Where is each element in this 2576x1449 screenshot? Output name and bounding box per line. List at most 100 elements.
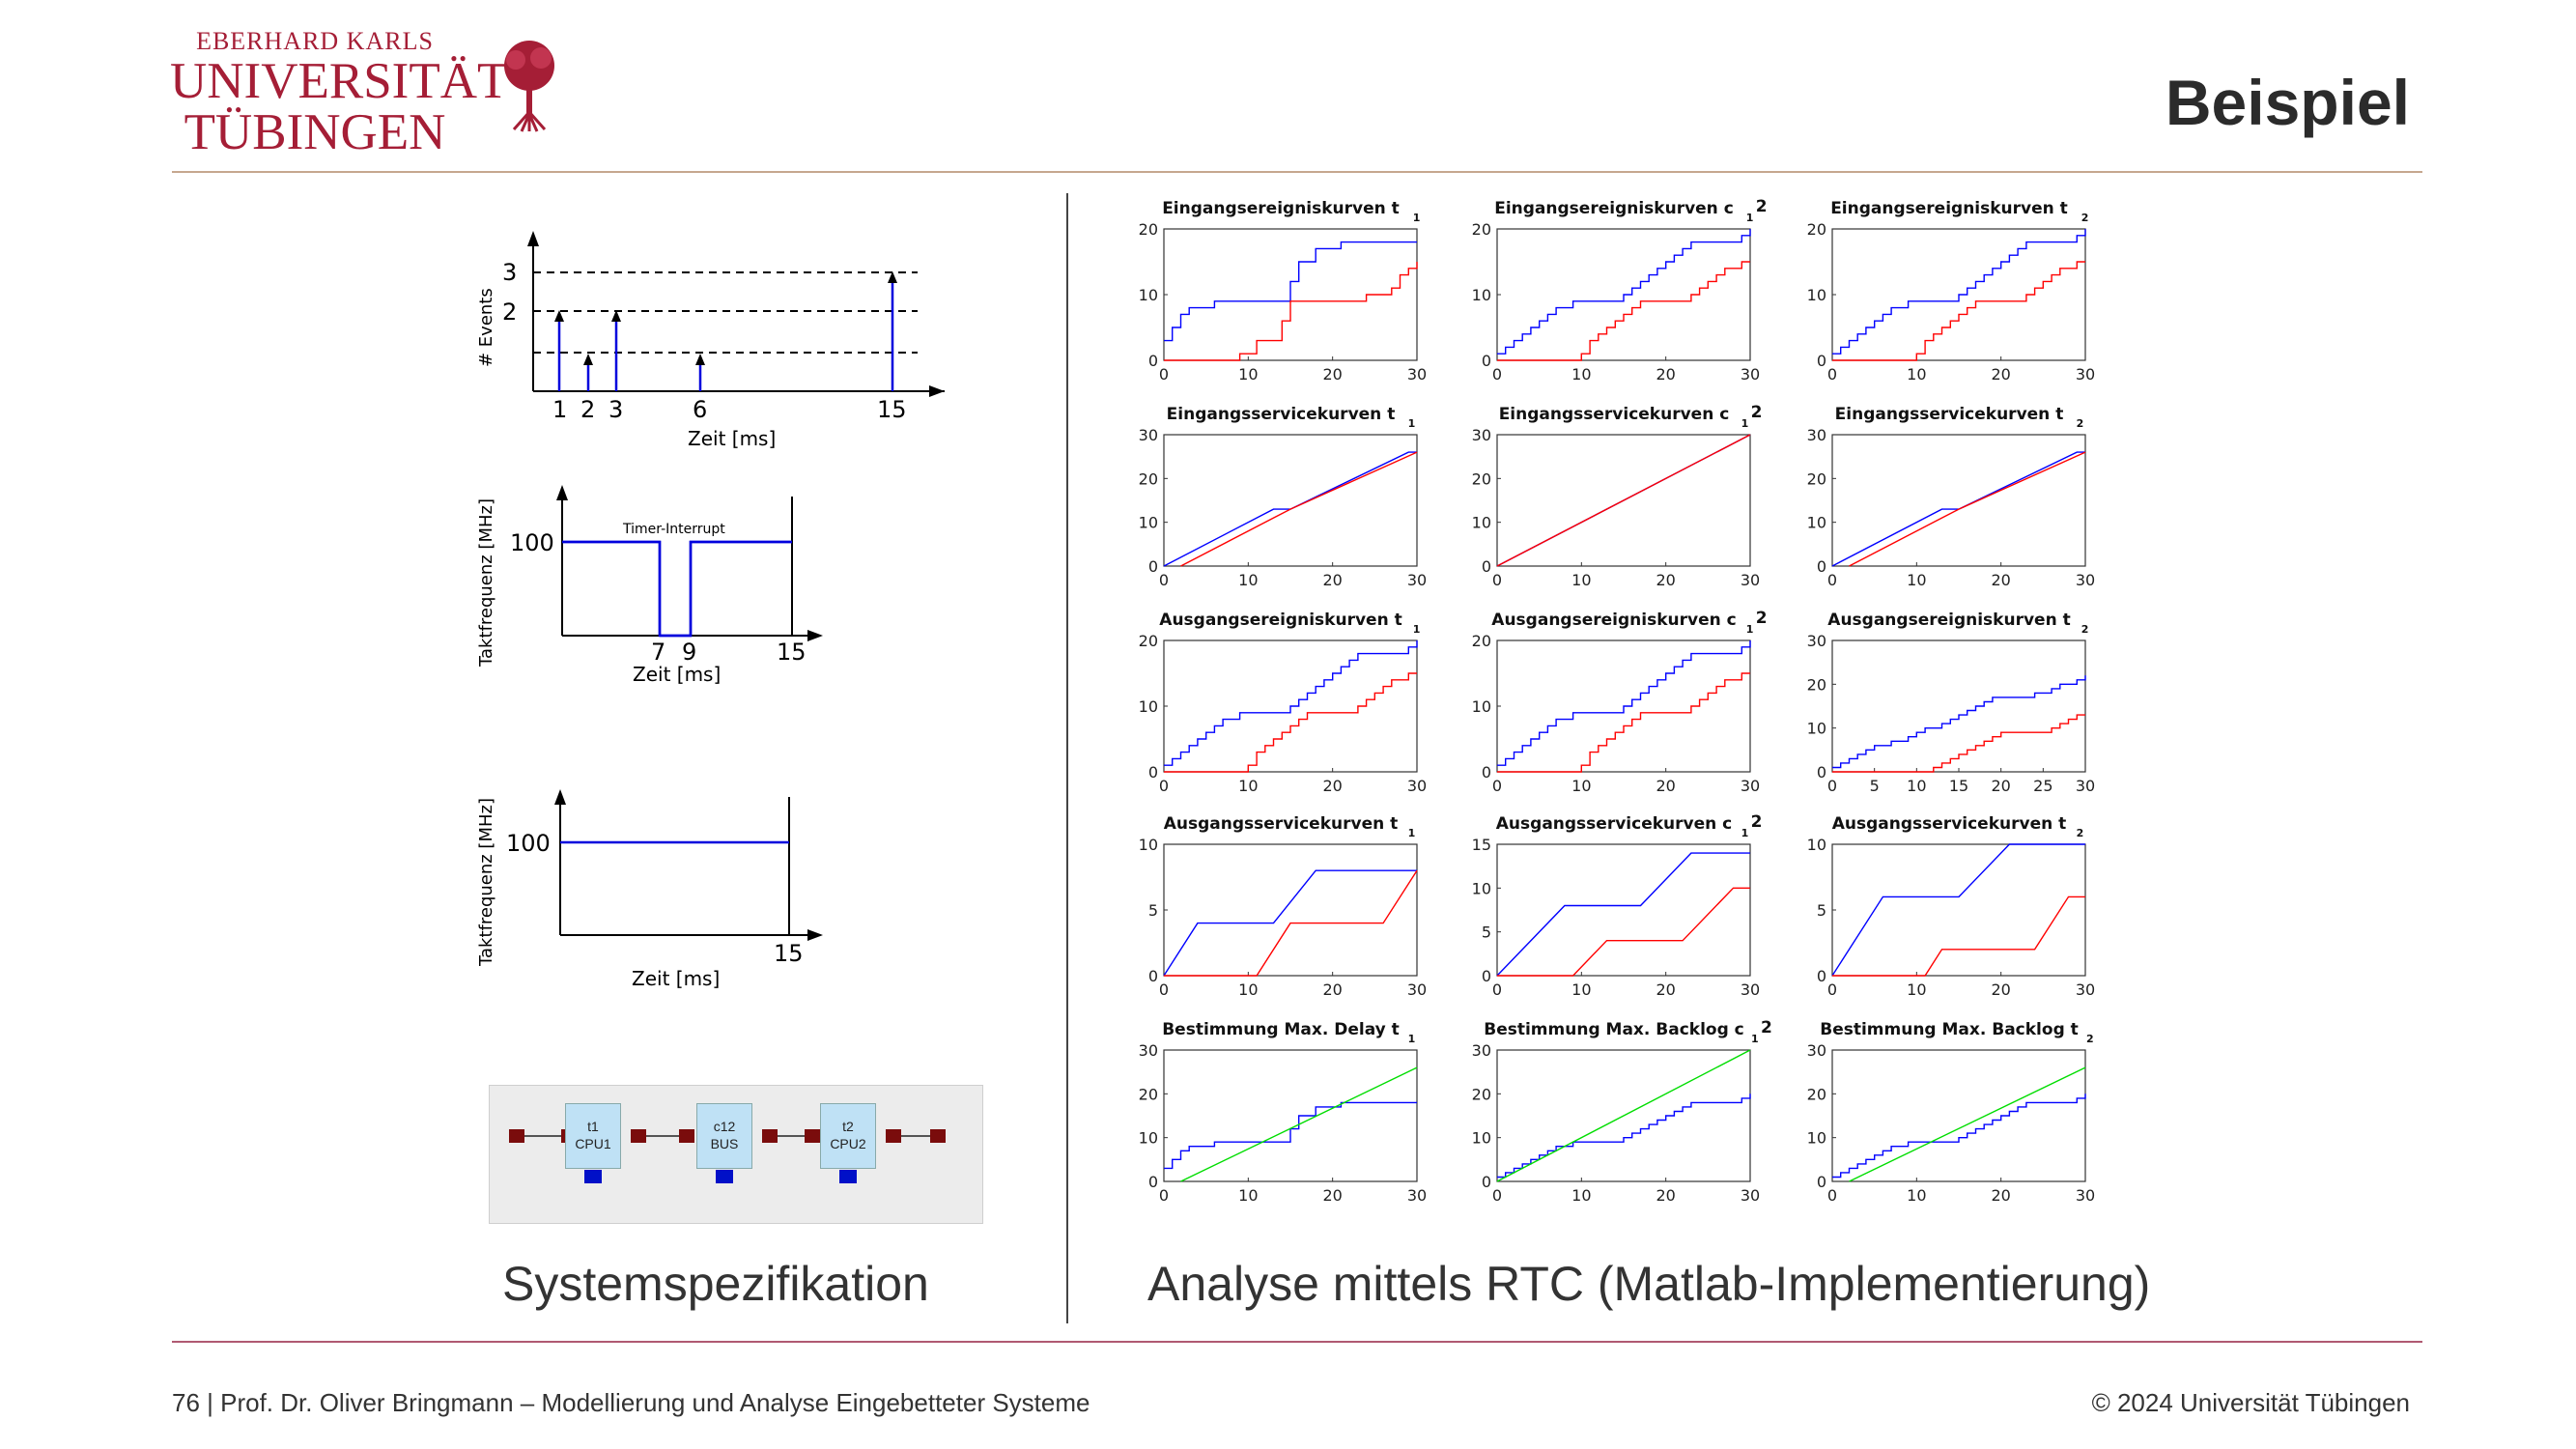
chart-title: Bestimmung Max. Backlog c: [1484, 1020, 1744, 1039]
university-tree-logo-icon: [504, 41, 554, 132]
curve-red: [1832, 261, 2085, 361]
x-tick-label: 0: [1492, 571, 1502, 589]
curve-blue: [1163, 869, 1417, 977]
frequency-plot-constant: 100 Taktfrequenz [MHz] 15 Zeit [ms]: [476, 789, 823, 990]
freq2-ylabel: Taktfrequenz [MHz]: [476, 798, 496, 967]
x-tick-label: 0: [1827, 365, 1837, 384]
x-tick-label: 10: [1571, 571, 1591, 589]
y-tick-label: 30: [1139, 1041, 1158, 1060]
events-plot: 3 2 # Events 1 2 3 6 15 Zeit [ms]: [476, 231, 945, 450]
chart-title: Eingangsereigniskurven t: [1830, 199, 2068, 218]
curve-blue: [1164, 640, 1418, 766]
y-tick-label: 0: [1482, 763, 1491, 781]
connector-arrow: [901, 1135, 930, 1137]
chart-title-superscript: 2: [1756, 609, 1768, 628]
x-tick-label: 30: [2076, 365, 2095, 384]
events-xlabel: Zeit [ms]: [688, 427, 776, 450]
x-tick-15: 15: [877, 396, 907, 423]
chart-title-superscript: 2: [1761, 1018, 1772, 1037]
freq1-x-tick-15: 15: [777, 639, 807, 666]
chart-title: Ausgangsereigniskurven t: [1159, 611, 1401, 630]
block-t2-cpu2: t2 CPU2: [820, 1103, 876, 1169]
curve-green: [1496, 1049, 1751, 1182]
x-tick-6: 6: [693, 396, 707, 423]
y-tick-label: 10: [1807, 514, 1826, 532]
y-tick-label: 0: [1817, 763, 1826, 781]
chart-title-subscript: 2: [2081, 212, 2089, 224]
x-tick-label: 10: [1907, 571, 1926, 589]
y-axis-arrow-icon: [556, 485, 568, 500]
footer-copyright: © 2024 Universität Tübingen: [2091, 1388, 2410, 1417]
x-tick-label: 0: [1159, 571, 1169, 589]
chart-title: Ausgangsereigniskurven t: [1827, 611, 2070, 630]
y-axis-arrow-icon: [527, 231, 539, 246]
freq1-y-tick-100: 100: [510, 529, 554, 556]
x-tick-label: 10: [1238, 1186, 1258, 1205]
x-tick-label: 20: [1656, 980, 1675, 999]
footer-page-info: 76 | Prof. Dr. Oliver Bringmann – Modell…: [172, 1388, 1090, 1417]
plot-frame: [1163, 434, 1418, 567]
chart-title: Bestimmung Max. Backlog t: [1820, 1020, 2079, 1039]
chart-title-subscript: 1: [1741, 417, 1749, 430]
plot-frame: [1163, 843, 1418, 977]
x-axis-arrow-icon: [929, 385, 945, 397]
y-axis-arrow-icon: [554, 789, 566, 805]
chart-title-subscript: 1: [1746, 623, 1754, 636]
y-tick-label: 10: [1139, 836, 1158, 854]
port: [762, 1129, 778, 1143]
block-label: t2: [842, 1119, 854, 1134]
x-tick-label: 10: [1907, 980, 1926, 999]
x-tick-label: 0: [1827, 1186, 1837, 1205]
y-tick-label: 20: [1139, 1085, 1158, 1103]
y-tick-2: 2: [502, 298, 517, 326]
curve-blue: [1496, 852, 1750, 977]
y-tick-label: 10: [1139, 514, 1158, 532]
y-tick-label: 30: [1807, 1041, 1826, 1060]
curve-blue: [1831, 843, 2085, 977]
curve-red: [1497, 672, 1750, 773]
x-tick-label: 0: [1492, 365, 1502, 384]
curve-red: [1496, 434, 1751, 567]
x-tick-label: 20: [1656, 571, 1675, 589]
y-tick-label: 10: [1139, 697, 1158, 716]
x-tick-label: 10: [1571, 1186, 1591, 1205]
x-tick-label: 25: [2033, 777, 2052, 795]
x-axis-arrow-icon: [807, 929, 823, 941]
curve-red: [1849, 451, 2086, 567]
y-tick-label: 0: [1148, 967, 1158, 985]
block-label: t1: [587, 1119, 599, 1134]
freq1-ylabel: Taktfrequenz [MHz]: [476, 498, 496, 668]
y-tick-label: 10: [1472, 879, 1491, 897]
y-tick-label: 0: [1482, 352, 1491, 370]
x-tick-label: 0: [1159, 777, 1169, 795]
chart-title-subscript: 1: [1413, 623, 1421, 636]
chart-title-subscript: 1: [1408, 827, 1416, 839]
x-tick-label: 20: [1991, 980, 2010, 999]
y-tick-label: 0: [1817, 557, 1826, 576]
y-tick-label: 30: [1472, 426, 1491, 444]
x-tick-label: 30: [1741, 365, 1760, 384]
chart-title-subscript: 1: [1746, 212, 1754, 224]
y-tick-label: 10: [1139, 1129, 1158, 1148]
x-tick-1: 1: [552, 396, 567, 423]
y-tick-label: 5: [1817, 901, 1826, 920]
frequency-plot-timer: 100 Taktfrequenz [MHz] Timer-Interrupt 7…: [476, 485, 823, 686]
y-tick-label: 15: [1472, 836, 1491, 854]
curve-blue: [1497, 640, 1751, 766]
plot-frame: [1496, 843, 1751, 977]
curve-blue: [1164, 241, 1417, 342]
y-tick-label: 20: [1139, 220, 1158, 239]
x-tick-label: 20: [1322, 777, 1342, 795]
freq1-xlabel: Zeit [ms]: [633, 663, 721, 686]
port: [679, 1129, 694, 1143]
curve-red: [1832, 714, 2085, 773]
curve-green: [1849, 1066, 2086, 1182]
timer-interrupt-label: Timer-Interrupt: [622, 522, 725, 537]
chart-title-subscript: 1: [1408, 1033, 1416, 1045]
y-tick-label: 20: [1472, 469, 1491, 488]
